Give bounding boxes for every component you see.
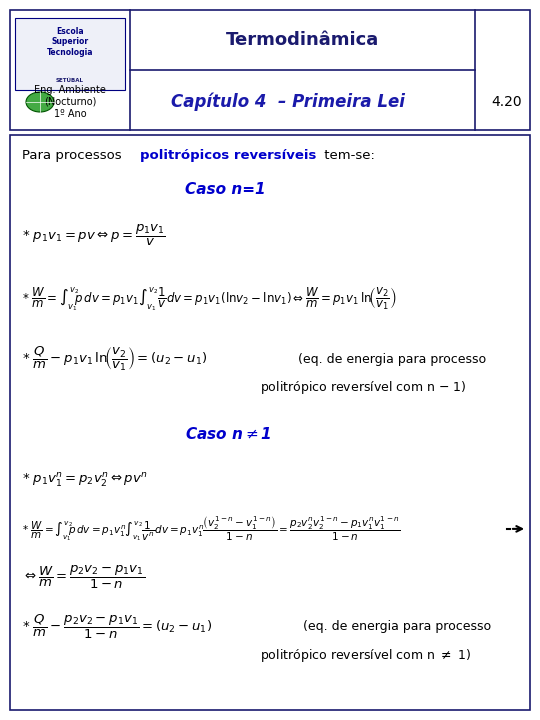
Ellipse shape [26, 92, 54, 112]
Text: Capítulo 4  – Primeira Lei: Capítulo 4 – Primeira Lei [171, 93, 405, 112]
Text: Para processos: Para processos [22, 148, 126, 161]
Text: * $p_1v_1 = pv \Leftrightarrow p = \dfrac{p_1v_1}{v}$: * $p_1v_1 = pv \Leftrightarrow p = \dfra… [22, 223, 166, 248]
Text: SETÚBAL: SETÚBAL [56, 78, 84, 83]
Text: * $\dfrac{Q}{m} - p_1v_1\,\mathrm{ln}\!\left(\dfrac{v_2}{v_1}\right) = (u_2 - u_: * $\dfrac{Q}{m} - p_1v_1\,\mathrm{ln}\!\… [22, 345, 207, 374]
Text: (eq. de energia para processo: (eq. de energia para processo [290, 353, 486, 366]
Text: * $p_1v_1^n = p_2v_2^n \Leftrightarrow pv^n$: * $p_1v_1^n = p_2v_2^n \Leftrightarrow p… [22, 472, 148, 489]
Bar [10, 10, 530, 130]
Text: * $\dfrac{W}{m} = \int_{v_1}^{v_2}\!\! p\,dv = p_1v_1\int_{v_1}^{v_2}\dfrac{1}{v: * $\dfrac{W}{m} = \int_{v_1}^{v_2}\!\! p… [22, 285, 397, 312]
Bar [10, 135, 530, 710]
Text: * $\dfrac{W}{m} = \int_{v_1}^{v_2}\!\! p\,dv = p_1v_1^n\int_{v_1}^{v_2}\dfrac{1}: * $\dfrac{W}{m} = \int_{v_1}^{v_2}\!\! p… [22, 515, 401, 543]
Text: $\Leftrightarrow \dfrac{W}{m} = \dfrac{p_2v_2 - p_1v_1}{1-n}$: $\Leftrightarrow \dfrac{W}{m} = \dfrac{p… [22, 564, 145, 591]
Text: 4.20: 4.20 [492, 95, 522, 109]
Bar [15, 18, 125, 90]
Text: Eng. Ambiente
(Nocturno)
1º Ano: Eng. Ambiente (Nocturno) 1º Ano [34, 85, 106, 120]
Text: Caso n=1: Caso n=1 [185, 182, 266, 197]
Text: Escola
Superior
Tecnologia: Escola Superior Tecnologia [47, 27, 93, 57]
Text: politrópico reversível com n $-$ 1): politrópico reversível com n $-$ 1) [260, 379, 467, 397]
Text: Termodinâmica: Termodinâmica [225, 31, 379, 49]
Text: politrópico reversível com n $\neq$ 1): politrópico reversível com n $\neq$ 1) [260, 647, 471, 664]
Text: (eq. de energia para processo: (eq. de energia para processo [295, 620, 491, 633]
Text: tem-se:: tem-se: [320, 148, 375, 161]
Text: Caso n$\neq$1: Caso n$\neq$1 [185, 426, 272, 442]
Text: * $\dfrac{Q}{m} - \dfrac{p_2v_2 - p_1v_1}{1-n} = (u_2 - u_1)$: * $\dfrac{Q}{m} - \dfrac{p_2v_2 - p_1v_1… [22, 613, 212, 641]
Text: politrópicos reversíveis: politrópicos reversíveis [140, 148, 316, 161]
